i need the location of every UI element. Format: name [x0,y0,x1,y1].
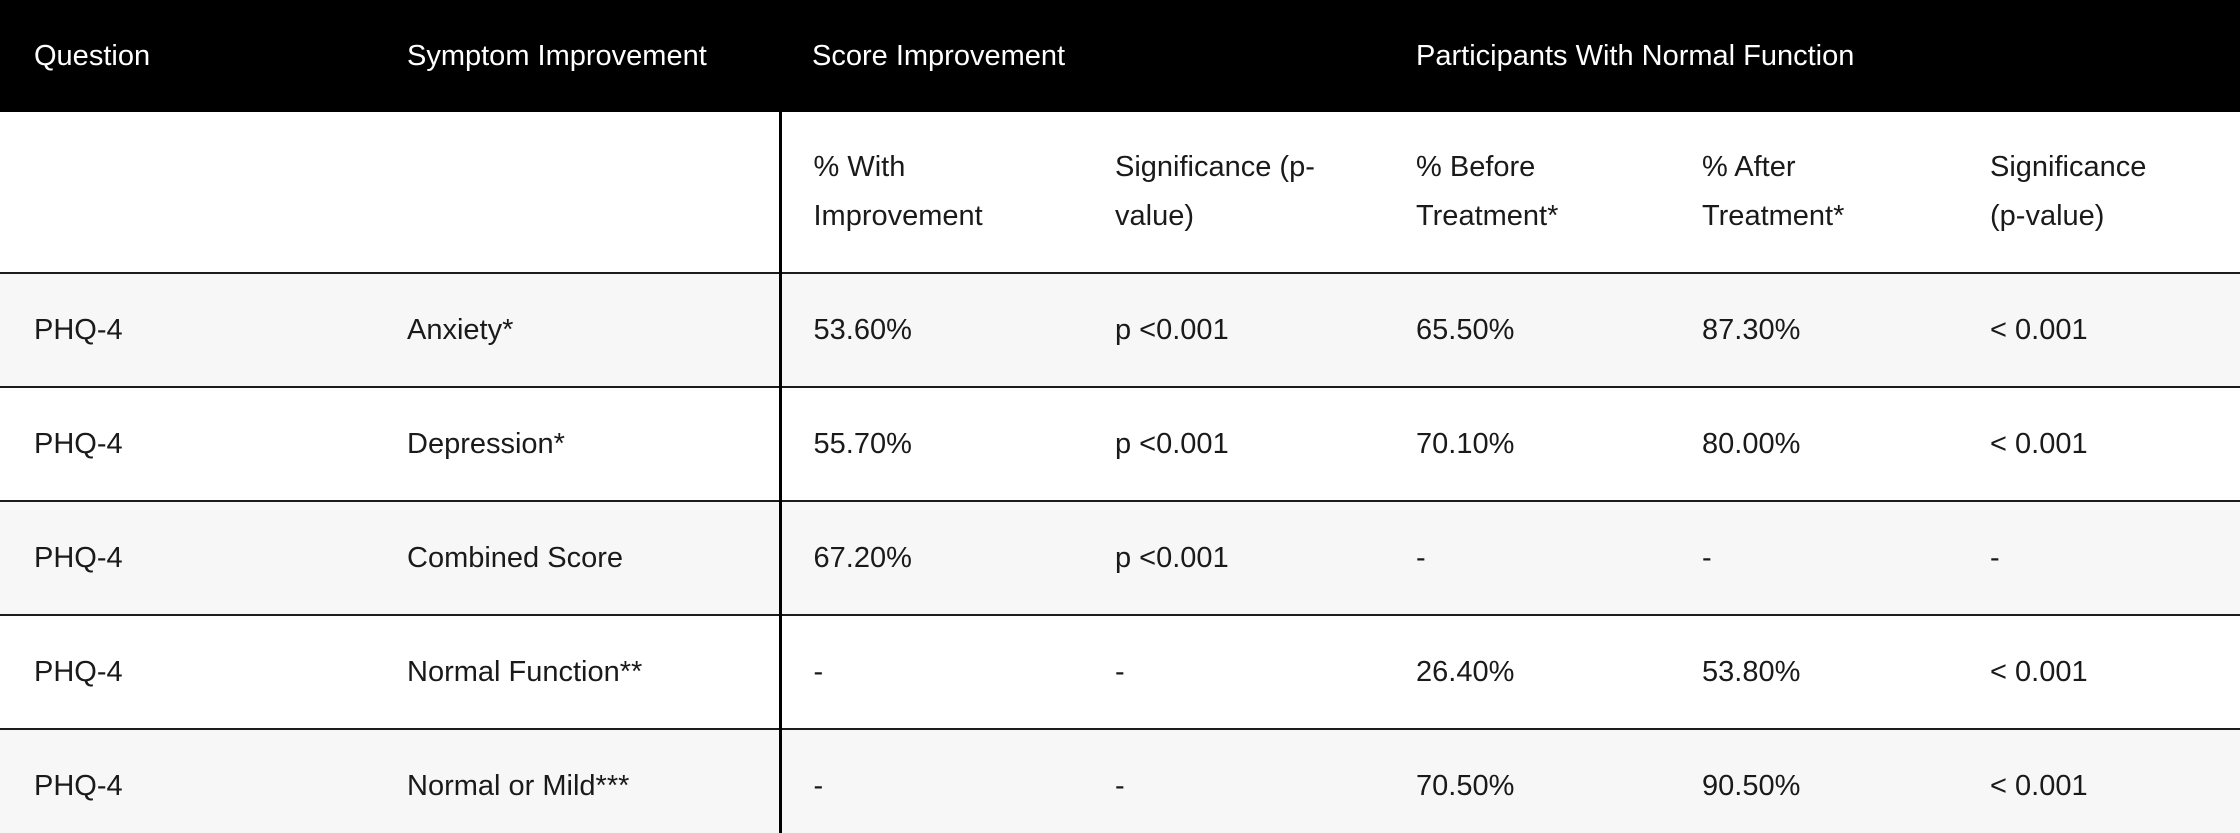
table-row-depression: PHQ-4 Depression* 55.70% p <0.001 70.10%… [0,387,2240,502]
group-header-symptom-improvement: Symptom Improvement [373,0,780,112]
cell-pct-after-treatment: - [1670,501,1959,616]
sub-header-pct-after-treatment: % After Treatment* [1670,112,1959,274]
group-header-participants-normal-function: Participants With Normal Function [1384,0,2240,112]
cell-participants-significance: < 0.001 [1958,387,2240,502]
cell-score-significance: - [1083,615,1385,730]
cell-pct-before-treatment: - [1384,501,1671,616]
cell-pct-after-treatment: 53.80% [1670,615,1959,730]
sub-header-row: % With Improvement Significance (p- valu… [0,112,2240,274]
cell-score-significance: p <0.001 [1083,501,1385,616]
sub-header-question-spacer [0,112,373,274]
cell-score-significance: - [1083,729,1385,833]
cell-participants-significance: < 0.001 [1958,615,2240,730]
cell-symptom: Normal Function** [373,615,780,730]
cell-score-significance: p <0.001 [1083,273,1385,388]
sub-header-participants-significance: Significance (p-value) [1958,112,2240,274]
cell-participants-significance: - [1958,501,2240,616]
cell-pct-with-improvement: 53.60% [778,273,1083,388]
cell-pct-with-improvement: - [778,615,1083,730]
cell-symptom: Combined Score [373,501,780,616]
table-row-normal-or-mild: PHQ-4 Normal or Mild*** - - 70.50% 90.50… [0,729,2240,833]
cell-pct-after-treatment: 87.30% [1670,273,1959,388]
table-row-combined-score: PHQ-4 Combined Score 67.20% p <0.001 - -… [0,501,2240,616]
cell-pct-with-improvement: - [778,729,1083,833]
sub-header-pct-before-treatment: % Before Treatment* [1384,112,1671,274]
cell-symptom: Anxiety* [373,273,780,388]
cell-pct-after-treatment: 90.50% [1670,729,1959,833]
cell-pct-before-treatment: 26.40% [1384,615,1671,730]
cell-question: PHQ-4 [0,387,373,502]
cell-pct-with-improvement: 55.70% [778,387,1083,502]
sub-header-symptom-spacer [373,112,780,274]
table-row-normal-function: PHQ-4 Normal Function** - - 26.40% 53.80… [0,615,2240,730]
cell-question: PHQ-4 [0,273,373,388]
sub-header-score-significance: Significance (p- value) [1083,112,1385,274]
cell-symptom: Depression* [373,387,780,502]
group-header-score-improvement: Score Improvement [780,0,1385,112]
cell-question: PHQ-4 [0,615,373,730]
group-header-row: Question Symptom Improvement Score Impro… [0,0,2240,112]
cell-question: PHQ-4 [0,729,373,833]
cell-pct-before-treatment: 70.50% [1384,729,1671,833]
group-header-question: Question [0,0,373,112]
cell-pct-before-treatment: 70.10% [1384,387,1671,502]
cell-pct-before-treatment: 65.50% [1384,273,1671,388]
cell-participants-significance: < 0.001 [1958,729,2240,833]
cell-question: PHQ-4 [0,501,373,616]
cell-symptom: Normal or Mild*** [373,729,780,833]
table-row-anxiety: PHQ-4 Anxiety* 53.60% p <0.001 65.50% 87… [0,273,2240,388]
cell-score-significance: p <0.001 [1083,387,1385,502]
sub-header-pct-with-improvement: % With Improvement [778,112,1083,274]
cell-pct-after-treatment: 80.00% [1670,387,1959,502]
cell-pct-with-improvement: 67.20% [778,501,1083,616]
cell-participants-significance: < 0.001 [1958,273,2240,388]
